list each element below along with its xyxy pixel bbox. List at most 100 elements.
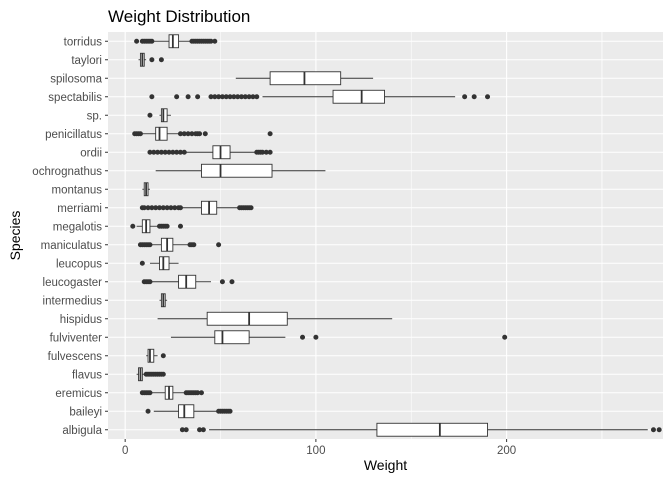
box-maniculatus — [137, 237, 222, 252]
outlier-point — [656, 427, 662, 433]
y-tick-label: spilosoma — [50, 73, 102, 85]
outlier-point — [219, 279, 225, 285]
y-tick-label: albigula — [62, 425, 102, 437]
outlier-point — [189, 131, 195, 137]
outlier-point — [170, 149, 176, 155]
iqr-box — [159, 256, 170, 271]
iqr-box — [332, 89, 385, 104]
outlier-point — [471, 94, 477, 100]
outlier-point — [177, 131, 183, 137]
y-tick-label: torridus — [64, 36, 103, 48]
outlier-point — [147, 390, 153, 396]
y-tick-label: ordii — [80, 147, 102, 159]
y-tick-label: fulvescens — [48, 351, 103, 363]
outlier-point — [219, 94, 225, 100]
outlier-point — [650, 427, 656, 433]
boxplot-marks — [130, 34, 662, 437]
box-fulviventer — [170, 330, 508, 345]
outlier-point — [208, 38, 214, 44]
iqr-box — [376, 422, 488, 437]
outlier-point — [177, 223, 183, 229]
outlier-point — [155, 149, 161, 155]
iqr-box — [160, 108, 168, 123]
outlier-point — [172, 205, 178, 211]
outlier-point — [134, 38, 140, 44]
box-leucopus — [139, 256, 179, 271]
outlier-point — [227, 94, 233, 100]
outlier-point — [177, 149, 183, 155]
iqr-box — [206, 311, 288, 326]
y-tick-label: leucopus — [56, 258, 102, 270]
x-axis: 0 100 200 — [122, 439, 516, 457]
box-eremicus — [139, 385, 204, 400]
iqr-box — [178, 404, 195, 419]
outlier-point — [197, 131, 203, 137]
plot-panel — [108, 32, 663, 439]
outlier-point — [147, 242, 153, 248]
outlier-point — [149, 57, 155, 63]
outlier-point — [158, 149, 164, 155]
outlier-point — [177, 205, 183, 211]
outlier-point — [202, 131, 208, 137]
x-tick-label: 0 — [122, 445, 128, 457]
outlier-point — [139, 260, 145, 266]
outlier-point — [229, 279, 235, 285]
box-spilosoma — [235, 71, 374, 86]
outlier-point — [147, 279, 153, 285]
y-axis: albigula baileyi eremicus flavus fulvescens f… — [32, 36, 108, 437]
box-merriami — [139, 200, 254, 215]
outlier-point — [145, 205, 151, 211]
outlier-point — [147, 112, 153, 118]
y-tick-label: megalotis — [53, 221, 102, 233]
outlier-point — [191, 242, 197, 248]
chart-title: Weight Distribution — [108, 7, 250, 26]
iqr-box — [214, 330, 250, 345]
box-megalotis — [130, 219, 183, 234]
outlier-point — [164, 223, 170, 229]
outlier-point — [141, 205, 147, 211]
y-tick-label: baileyi — [69, 406, 102, 418]
outlier-point — [174, 94, 180, 100]
y-tick-label: merriami — [57, 203, 102, 215]
iqr-box — [269, 71, 342, 86]
box-penicillatus — [132, 126, 273, 141]
outlier-point — [162, 149, 168, 155]
y-tick-label: leucogaster — [43, 277, 103, 289]
y-tick-label: sp. — [87, 110, 102, 122]
box-intermedius — [159, 293, 168, 308]
outlier-point — [158, 57, 164, 63]
outlier-point — [223, 94, 229, 100]
outlier-point — [250, 94, 256, 100]
y-tick-label: penicillatus — [45, 129, 102, 141]
outlier-point — [246, 94, 252, 100]
box-montanus — [142, 182, 150, 197]
y-tick-label: maniculatus — [41, 240, 103, 252]
outlier-point — [185, 94, 191, 100]
outlier-point — [216, 242, 222, 248]
outlier-point — [197, 427, 203, 433]
iqr-box — [178, 274, 197, 289]
outlier-point — [168, 205, 174, 211]
outlier-point — [174, 149, 180, 155]
outlier-point — [160, 353, 166, 359]
outlier-point — [185, 131, 191, 137]
outlier-point — [485, 94, 491, 100]
outlier-point — [263, 149, 269, 155]
y-tick-label: flavus — [72, 369, 102, 381]
box-baileyi — [145, 404, 233, 419]
box-taylori — [138, 52, 164, 67]
outlier-point — [254, 94, 260, 100]
outlier-point — [160, 371, 166, 377]
box-flavus — [136, 367, 166, 382]
outlier-point — [200, 427, 206, 433]
outlier-point — [195, 94, 201, 100]
box-ochrognathus — [155, 163, 326, 178]
outlier-point — [313, 334, 319, 340]
outlier-point — [259, 149, 265, 155]
outlier-point — [183, 427, 189, 433]
y-tick-label: spectabilis — [48, 92, 102, 104]
outlier-point — [462, 94, 468, 100]
outlier-point — [153, 205, 159, 211]
outlier-point — [239, 94, 245, 100]
